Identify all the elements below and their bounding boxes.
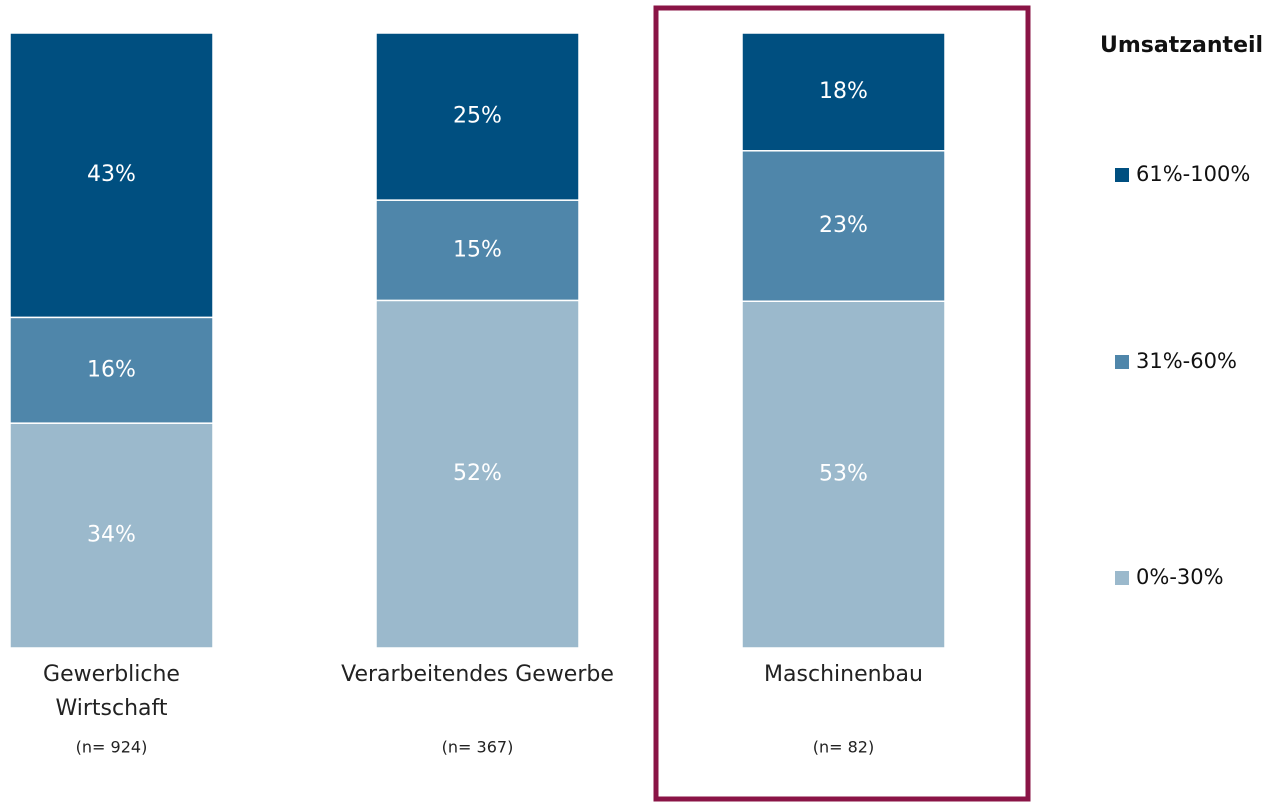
value-label: 25%: [453, 104, 502, 129]
value-label: 16%: [87, 357, 136, 382]
value-label: 43%: [87, 162, 136, 187]
legend-label: 61%-100%: [1136, 162, 1250, 186]
value-label: 52%: [453, 461, 502, 486]
category-label: Verarbeitendes Gewerbe: [341, 662, 614, 687]
bar-segment: [9, 32, 214, 319]
legend-label: 0%-30%: [1136, 565, 1224, 589]
bar-segment: [741, 150, 946, 302]
bar-segment: [375, 199, 580, 302]
bar-segment: [741, 32, 946, 152]
category-label: Maschinenbau: [764, 662, 923, 687]
value-label: 23%: [819, 213, 868, 238]
sample-size: (n= 924): [76, 738, 148, 757]
value-label: 34%: [87, 523, 136, 548]
legend-title: Umsatzanteil: [1100, 33, 1263, 58]
bar-segment: [375, 32, 580, 201]
highlight-frame: [653, 5, 1031, 802]
category-label: Gewerbliche Wirtschaft: [43, 662, 180, 721]
legend-swatch: [1115, 571, 1129, 585]
legend-swatch: [1115, 355, 1129, 369]
legend-label: 31%-60%: [1136, 349, 1237, 373]
sample-size: (n= 82): [813, 738, 874, 757]
bar-segment: [9, 422, 214, 649]
value-label: 15%: [453, 237, 502, 262]
sample-size: (n= 367): [442, 738, 514, 757]
bar-segment: [375, 299, 580, 649]
bar-segment: [9, 316, 214, 424]
value-label: 18%: [819, 79, 868, 104]
value-label: 53%: [819, 462, 868, 487]
legend-swatch: [1115, 168, 1129, 182]
bar-segment: [741, 300, 946, 649]
